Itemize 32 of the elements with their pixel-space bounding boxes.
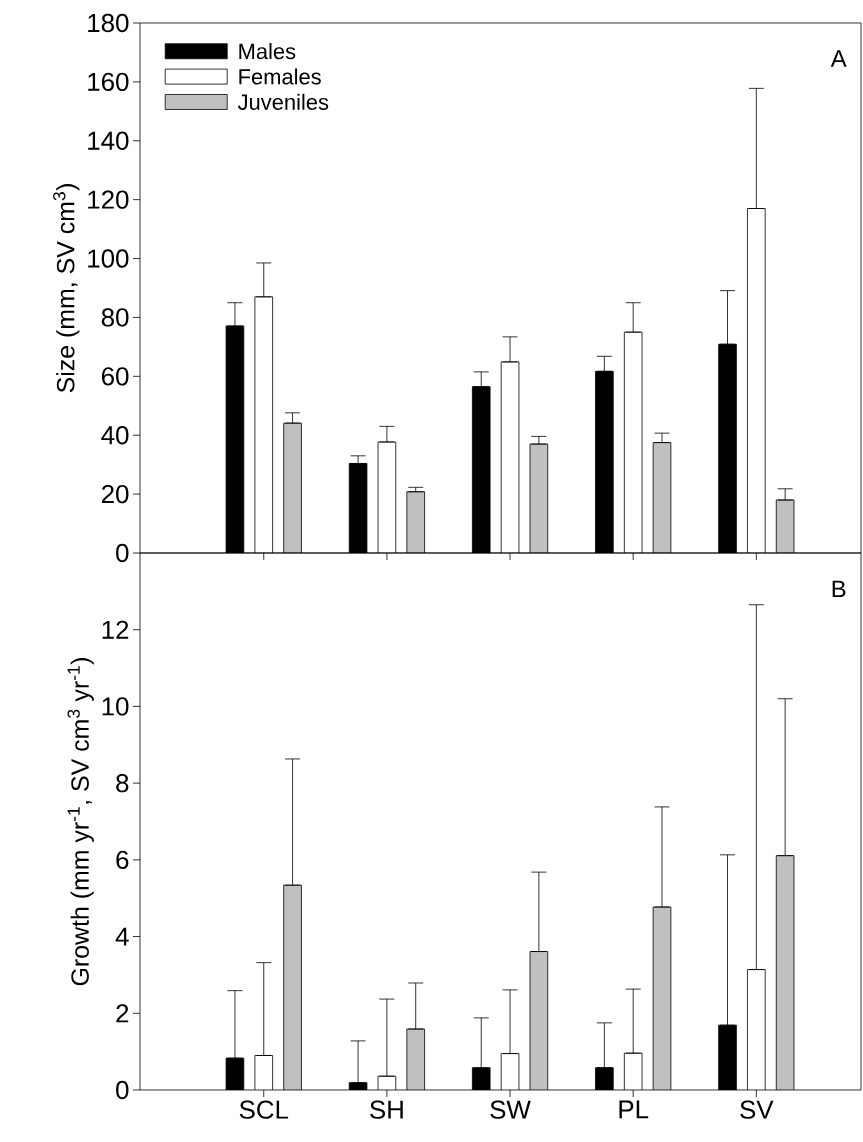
bar	[406, 491, 425, 553]
y-tick-label: 0	[116, 543, 129, 563]
legend-label: Females	[239, 68, 321, 85]
y-axis-title: Size (mm, SV cm$^{3}$)	[53, 184, 80, 393]
y-tick-label: 8	[116, 773, 129, 793]
y-tick-label: 2	[116, 1004, 129, 1023]
y-tick-label: 60	[101, 367, 129, 386]
x-tick-label: SCL	[239, 1100, 289, 1119]
y-tick-label: 140	[88, 131, 129, 150]
x-tick-label: SV	[740, 1100, 774, 1119]
y-tick-label: 100	[88, 249, 129, 268]
legend-label: Males	[239, 43, 296, 60]
bar	[283, 422, 302, 553]
y-axis-title: Growth (mm yr$^{-1}$, SV cm$^{3}$ yr$^{-1}$)	[67, 658, 94, 986]
y-tick-label: 40	[101, 426, 129, 445]
y-tick-label: 10	[102, 697, 129, 716]
y-tick-label: 180	[88, 13, 129, 33]
x-tick-label: PL	[619, 1100, 649, 1119]
y-tick-label: 160	[88, 72, 129, 92]
y-tick-label: 0	[116, 1080, 129, 1100]
legend-label: Juveniles	[237, 93, 329, 110]
bar	[652, 442, 672, 553]
y-tick-label: 12	[102, 620, 129, 639]
y-tick-label: 120	[88, 190, 129, 209]
y-tick-label: 6	[116, 850, 129, 870]
x-tick-label: SW	[490, 1100, 531, 1119]
x-tick-label: SH	[370, 1100, 403, 1119]
y-tick-label: 80	[101, 308, 129, 327]
y-tick-label: 20	[101, 484, 129, 504]
annotation: A	[830, 50, 847, 67]
annotation: B	[832, 580, 846, 598]
y-tick-label: 4	[115, 927, 129, 946]
